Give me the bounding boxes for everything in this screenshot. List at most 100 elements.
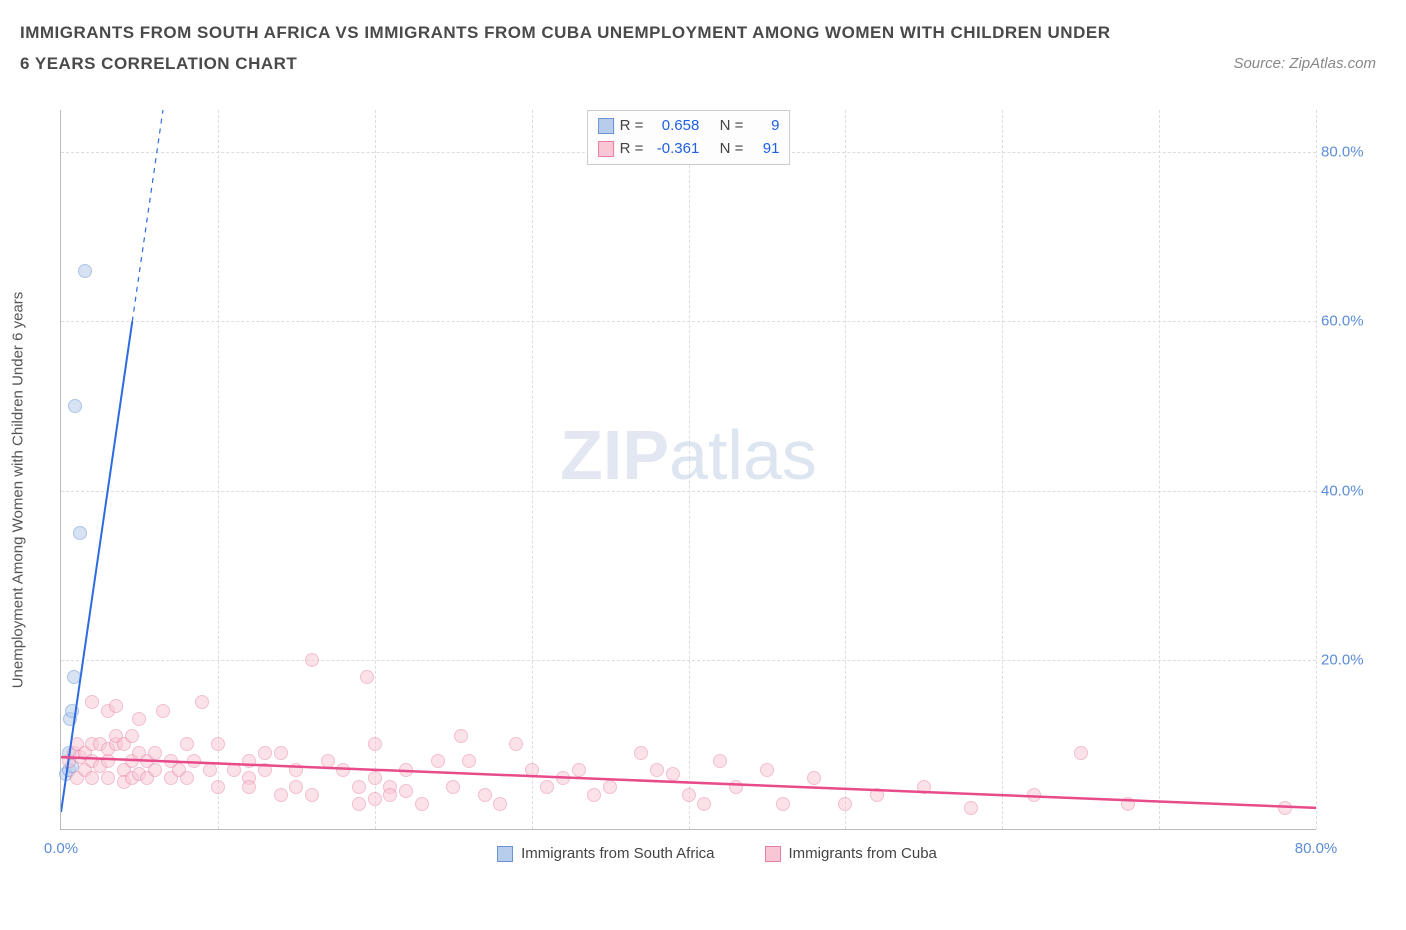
data-point [101, 754, 115, 768]
data-point [258, 746, 272, 760]
data-point [807, 771, 821, 785]
grid-line-v [218, 110, 219, 829]
data-point [713, 754, 727, 768]
data-point [399, 763, 413, 777]
grid-line-v [1316, 110, 1317, 829]
data-point [368, 792, 382, 806]
legend-swatch [497, 846, 513, 862]
data-point [760, 763, 774, 777]
data-point [180, 737, 194, 751]
data-point [65, 704, 79, 718]
data-point [187, 754, 201, 768]
legend-label: Immigrants from South Africa [521, 845, 714, 862]
y-axis-label: Unemployment Among Women with Children U… [10, 292, 27, 689]
grid-line-v [1002, 110, 1003, 829]
data-point [1027, 788, 1041, 802]
data-point [682, 788, 696, 802]
data-point [587, 788, 601, 802]
data-point [289, 763, 303, 777]
data-point [148, 746, 162, 760]
data-point [917, 780, 931, 794]
data-point [195, 695, 209, 709]
watermark-zip: ZIP [560, 416, 669, 494]
legend-r-value: 0.658 [649, 115, 699, 138]
data-point [305, 788, 319, 802]
grid-line-v [845, 110, 846, 829]
data-point [85, 771, 99, 785]
data-point [227, 763, 241, 777]
data-point [572, 763, 586, 777]
legend-label: Immigrants from Cuba [789, 845, 937, 862]
plot-area: ZIPatlas R =0.658 N =9R =-0.361 N =91 20… [60, 110, 1316, 830]
data-point [305, 653, 319, 667]
series-legend: Immigrants from South Africa Immigrants f… [48, 845, 1386, 862]
grid-line-v [375, 110, 376, 829]
data-point [493, 797, 507, 811]
data-point [148, 763, 162, 777]
legend-row: R =0.658 N =9 [598, 115, 780, 138]
data-point [242, 780, 256, 794]
legend-r-label: R = [620, 138, 644, 161]
legend-r-value: -0.361 [649, 138, 699, 161]
data-point [525, 763, 539, 777]
legend-n-value: 91 [749, 138, 779, 161]
data-point [67, 670, 81, 684]
legend-item: Immigrants from South Africa [497, 845, 714, 862]
y-tick-label: 60.0% [1321, 313, 1376, 330]
data-point [180, 771, 194, 785]
source-label: Source: ZipAtlas.com [1233, 55, 1376, 72]
data-point [352, 780, 366, 794]
data-point [78, 264, 92, 278]
data-point [540, 780, 554, 794]
y-tick-label: 20.0% [1321, 651, 1376, 668]
data-point [603, 780, 617, 794]
y-tick-label: 40.0% [1321, 482, 1376, 499]
legend-swatch [598, 118, 614, 134]
data-point [729, 780, 743, 794]
correlation-legend: R =0.658 N =9R =-0.361 N =91 [587, 110, 791, 165]
legend-n-label: N = [720, 115, 744, 138]
data-point [666, 767, 680, 781]
data-point [415, 797, 429, 811]
data-point [454, 729, 468, 743]
data-point [211, 737, 225, 751]
header: IMMIGRANTS FROM SOUTH AFRICA VS IMMIGRAN… [0, 0, 1406, 89]
data-point [274, 746, 288, 760]
data-point [478, 788, 492, 802]
data-point [964, 801, 978, 815]
data-point [431, 754, 445, 768]
data-point [509, 737, 523, 751]
data-point [1121, 797, 1135, 811]
data-point [1074, 746, 1088, 760]
chart-title: IMMIGRANTS FROM SOUTH AFRICA VS IMMIGRAN… [20, 18, 1120, 79]
legend-swatch [765, 846, 781, 862]
data-point [274, 788, 288, 802]
data-point [321, 754, 335, 768]
data-point [650, 763, 664, 777]
data-point [368, 771, 382, 785]
data-point [838, 797, 852, 811]
grid-line-v [689, 110, 690, 829]
data-point [85, 695, 99, 709]
legend-swatch [598, 141, 614, 157]
chart-container: Unemployment Among Women with Children U… [48, 110, 1386, 870]
data-point [462, 754, 476, 768]
data-point [211, 780, 225, 794]
data-point [383, 788, 397, 802]
data-point [101, 771, 115, 785]
data-point [1278, 801, 1292, 815]
legend-row: R =-0.361 N =91 [598, 138, 780, 161]
legend-r-label: R = [620, 115, 644, 138]
data-point [289, 780, 303, 794]
data-point [258, 763, 272, 777]
legend-n-value: 9 [749, 115, 779, 138]
data-point [697, 797, 711, 811]
grid-line-v [532, 110, 533, 829]
data-point [360, 670, 374, 684]
y-tick-label: 80.0% [1321, 144, 1376, 161]
data-point [125, 729, 139, 743]
data-point [73, 526, 87, 540]
data-point [242, 754, 256, 768]
data-point [352, 797, 366, 811]
data-point [68, 399, 82, 413]
